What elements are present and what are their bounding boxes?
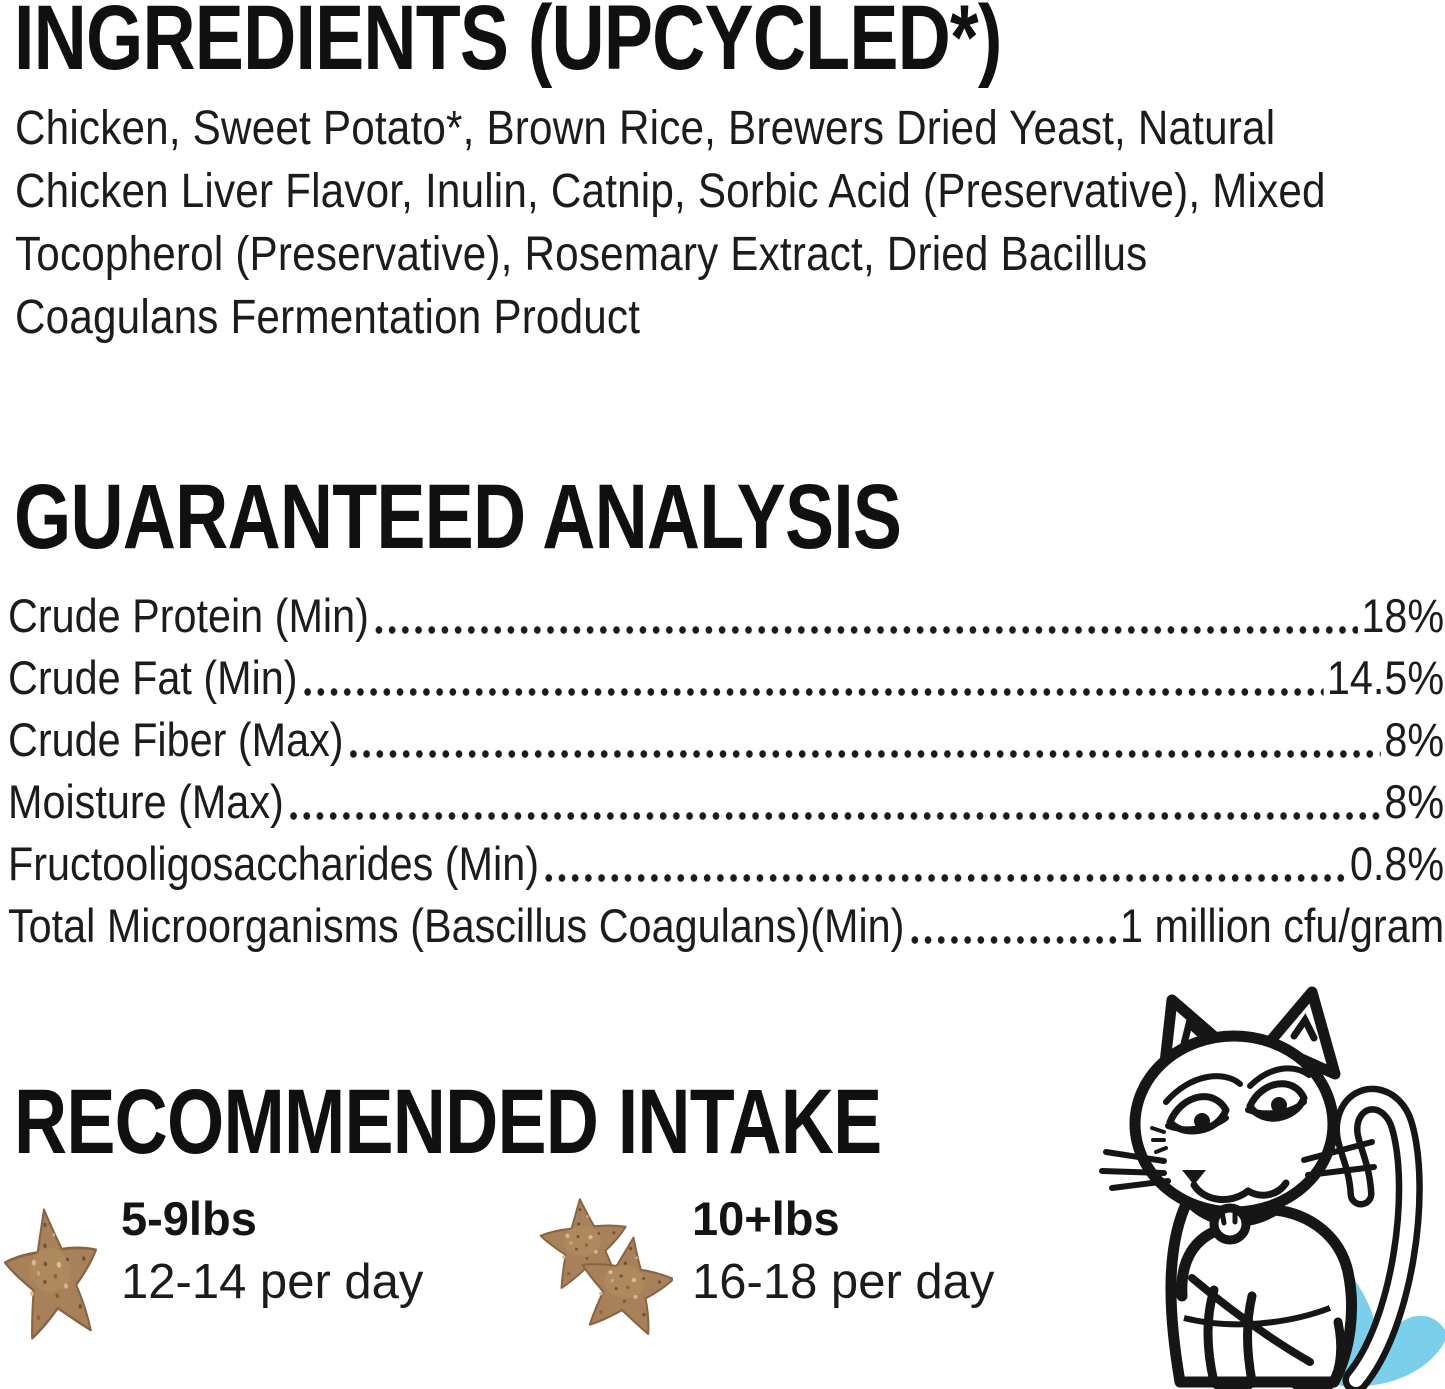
intake-text-block: 5-9lbs 12-14 per day — [121, 1191, 423, 1317]
cat-inner-ear-mark — [1290, 1013, 1318, 1042]
analysis-row: Fructooligosaccharides (Min) 0.8% — [8, 831, 1444, 893]
leader-dots — [347, 749, 1381, 759]
ingredients-line: Chicken Liver Flavor, Inulin, Catnip, So… — [15, 165, 1326, 218]
cat-front-leg — [1203, 1285, 1219, 1387]
analysis-row: Moisture (Max) 8% — [8, 769, 1444, 831]
analysis-label: Crude Fiber (Max) — [8, 713, 344, 766]
analysis-row: Crude Protein (Min) 18% — [8, 583, 1444, 645]
ingredients-line: Chicken, Sweet Potato*, Brown Rice, Brew… — [15, 102, 1276, 155]
leader-dots — [907, 935, 1117, 945]
cat-hind-leg — [1328, 1317, 1346, 1387]
guaranteed-analysis-table: Crude Protein (Min) 18% Crude Fat (Min) … — [8, 583, 1444, 955]
treat-star-icon — [0, 1202, 109, 1342]
ingredients-text: Chicken, Sweet Potato*, Brown Rice, Brew… — [15, 97, 1445, 349]
analysis-row: Crude Fiber (Max) 8% — [8, 707, 1444, 769]
cat-eye — [1165, 1093, 1230, 1135]
treat-star-pair-icon — [537, 1193, 673, 1338]
cat-brow — [1163, 1073, 1243, 1105]
analysis-value: 8% — [1384, 775, 1445, 828]
cat-nose — [1182, 1170, 1206, 1185]
intake-weight: 10+lbs — [692, 1192, 840, 1245]
cat-mouth — [1190, 1181, 1252, 1204]
analysis-label: Crude Fat (Min) — [8, 651, 298, 704]
leader-dots — [287, 811, 1381, 821]
recommended-intake-heading-text: RECOMMENDED INTAKE — [14, 1071, 882, 1173]
leader-dots — [542, 873, 1347, 883]
analysis-label: Fructooligosaccharides (Min) — [8, 837, 539, 890]
ingredients-line: Tocopherol (Preservative), Rosemary Extr… — [15, 228, 1148, 281]
cat-raised-paw — [1176, 1203, 1251, 1302]
analysis-row: Crude Fat (Min) 14.5% — [8, 645, 1444, 707]
ingredients-heading: INGREDIENTS (UPCYCLED*) — [14, 0, 1248, 84]
analysis-value: 0.8% — [1349, 837, 1445, 890]
cat-eye — [1245, 1080, 1308, 1122]
cat-mouth — [1244, 1179, 1290, 1199]
superhero-cat-illustration — [1099, 986, 1445, 1389]
cat-inner-ear-mark — [1180, 1017, 1207, 1048]
intake-weight: 5-9lbs — [121, 1192, 257, 1245]
analysis-value: 1 million cfu/gram — [1120, 899, 1445, 952]
ingredients-heading-text: INGREDIENTS (UPCYCLED*) — [14, 0, 1002, 89]
cat-eyelash — [1150, 1126, 1168, 1154]
guaranteed-analysis-heading-text: GUARANTEED ANALYSIS — [14, 466, 902, 568]
analysis-value: 18% — [1361, 589, 1445, 642]
cat-tail — [1333, 1085, 1423, 1389]
cat-head — [1129, 1030, 1339, 1218]
analysis-label: Crude Protein (Min) — [8, 589, 369, 642]
guaranteed-analysis-heading: GUARANTEED ANALYSIS — [14, 471, 1123, 563]
analysis-label: Total Microorganisms (Bascillus Coagulan… — [8, 899, 905, 952]
intake-amount: 16-18 per day — [692, 1255, 995, 1309]
cat-body — [1165, 1194, 1358, 1388]
analysis-value: 14.5% — [1326, 651, 1445, 704]
analysis-label: Moisture (Max) — [8, 775, 284, 828]
intake-text-block: 10+lbs 16-18 per day — [692, 1191, 994, 1317]
analysis-row: Total Microorganisms (Bascillus Coagulan… — [8, 893, 1444, 955]
cat-front-leg — [1243, 1291, 1257, 1387]
cat-whiskers — [1099, 1149, 1171, 1191]
cat-belly-line — [1183, 1305, 1332, 1328]
leader-dots — [372, 625, 1358, 635]
cat-whiskers — [1301, 1139, 1377, 1178]
cat-foot — [1209, 1378, 1257, 1389]
cat-brow — [1247, 1065, 1312, 1089]
intake-amount: 12-14 per day — [121, 1255, 424, 1309]
recommended-intake-heading: RECOMMENDED INTAKE — [14, 1076, 1098, 1168]
ingredients-line: Coagulans Fermentation Product — [15, 291, 641, 344]
analysis-value: 8% — [1384, 713, 1445, 766]
leader-dots — [301, 687, 1324, 697]
